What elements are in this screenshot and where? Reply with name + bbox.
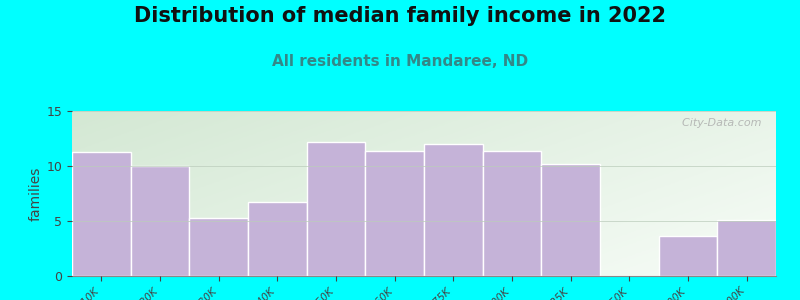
Y-axis label: families: families <box>28 166 42 221</box>
Bar <box>306 142 366 276</box>
Bar <box>482 151 542 276</box>
Bar <box>542 164 600 276</box>
Bar <box>658 236 718 276</box>
Bar <box>366 151 424 276</box>
Bar <box>248 202 306 276</box>
Bar <box>72 152 130 276</box>
Bar <box>190 218 248 276</box>
Bar <box>718 220 776 276</box>
Bar <box>130 166 190 276</box>
Text: City-Data.com: City-Data.com <box>675 118 762 128</box>
Text: All residents in Mandaree, ND: All residents in Mandaree, ND <box>272 54 528 69</box>
Bar <box>424 144 482 276</box>
Text: Distribution of median family income in 2022: Distribution of median family income in … <box>134 6 666 26</box>
